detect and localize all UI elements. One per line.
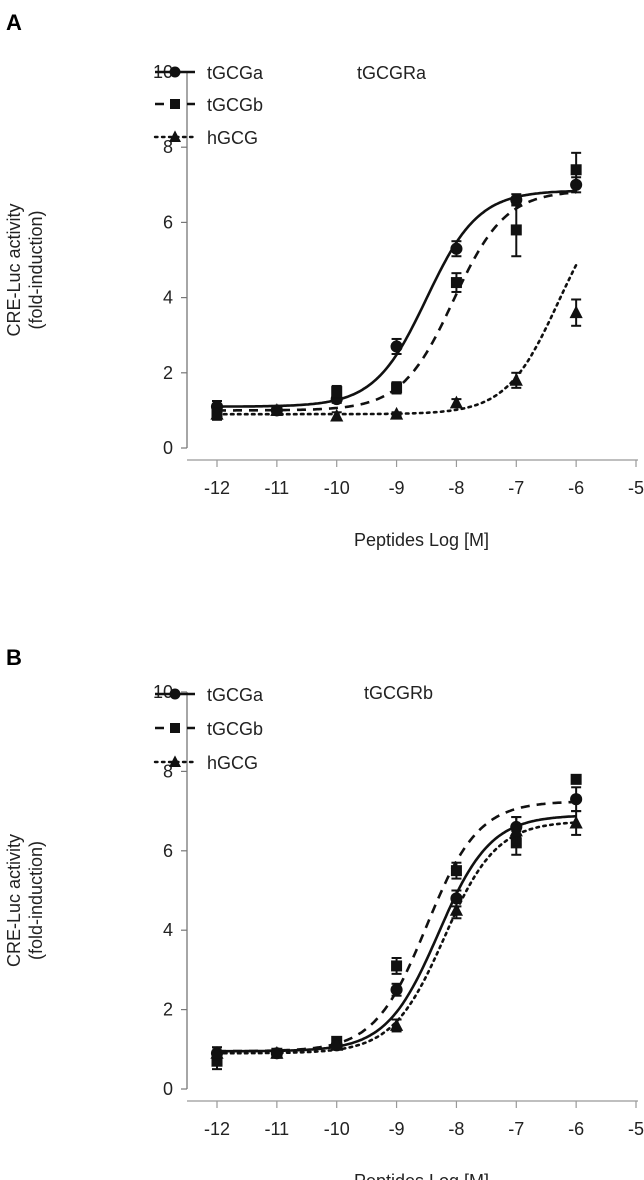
legend-label-hGCG: hGCG: [207, 128, 258, 148]
data-point: [449, 903, 464, 916]
chart-title: tGCGRa: [357, 63, 427, 83]
y-tick-label: 0: [163, 1079, 173, 1099]
panel-letter: A: [6, 10, 22, 35]
data-point: [211, 1055, 223, 1067]
legend-marker-hGCG: [169, 130, 181, 142]
x-tick-label: -5: [628, 478, 644, 498]
x-tick-label: -10: [324, 1119, 350, 1139]
data-point: [570, 793, 583, 806]
x-tick-label: -12: [204, 1119, 230, 1139]
data-point: [450, 277, 462, 289]
legend-marker-tGCGb: [170, 99, 180, 109]
data-point: [331, 386, 343, 398]
y-axis-label-line2: (fold-induction): [26, 210, 46, 329]
x-tick-label: -6: [568, 478, 584, 498]
x-tick-label: -7: [508, 478, 524, 498]
y-axis-label-line1: CRE-Luc activity: [4, 203, 24, 336]
series-tGCGb: [211, 151, 582, 421]
series-hGCG: [210, 810, 583, 1061]
legend-label-tGCGa: tGCGa: [207, 63, 264, 83]
x-tick-label: -5: [628, 1119, 644, 1139]
data-point: [570, 773, 582, 785]
y-tick-label: 4: [163, 288, 173, 308]
y-tick-label: 2: [163, 1000, 173, 1020]
y-tick-label: 10: [153, 682, 173, 702]
y-axis-label-line1: CRE-Luc activity: [4, 834, 24, 967]
x-axis-label: Peptides Log [M]: [354, 1171, 489, 1180]
y-tick-label: 8: [163, 761, 173, 781]
series-hGCG: [210, 263, 583, 422]
data-point: [330, 408, 344, 422]
data-point: [509, 823, 523, 837]
x-tick-label: -6: [568, 1119, 584, 1139]
y-axis-label-line2: (fold-induction): [26, 841, 46, 960]
data-point: [270, 1046, 284, 1059]
legend-label-hGCG: hGCG: [207, 753, 258, 773]
data-point: [510, 224, 522, 236]
y-tick-label: 0: [163, 438, 173, 458]
data-point: [450, 865, 462, 877]
legend-marker-hGCG: [169, 755, 181, 767]
fit-curve-tGCGa: [217, 189, 577, 408]
x-tick-label: -8: [448, 1119, 464, 1139]
x-tick-label: -10: [324, 478, 350, 498]
legend-marker-tGCGa: [169, 66, 181, 78]
data-point: [210, 406, 224, 420]
data-point: [570, 164, 582, 176]
data-point: [270, 403, 284, 416]
fit-curve-tGCGb: [217, 191, 577, 412]
y-tick-label: 2: [163, 363, 173, 383]
legend-marker-tGCGb: [170, 723, 180, 733]
legend-marker-tGCGa: [169, 688, 181, 700]
x-tick-label: -9: [389, 1119, 405, 1139]
data-point: [569, 305, 583, 319]
data-point: [389, 1018, 404, 1031]
data-point: [390, 340, 403, 353]
data-point: [210, 1046, 224, 1059]
legend-label-tGCGa: tGCGa: [207, 685, 264, 705]
chart-title: tGCGRb: [364, 683, 433, 703]
data-point: [330, 1038, 344, 1051]
data-point: [390, 983, 403, 996]
legend-label-tGCGb: tGCGb: [207, 95, 263, 115]
y-tick-label: 6: [163, 212, 173, 232]
x-axis-label: Peptides Log [M]: [354, 530, 489, 550]
legend-label-tGCGb: tGCGb: [207, 719, 263, 739]
data-point: [391, 382, 403, 394]
series-tGCGa: [210, 176, 583, 417]
x-tick-label: -8: [448, 478, 464, 498]
data-point: [389, 406, 404, 420]
y-tick-label: 8: [163, 137, 173, 157]
fit-curve-tGCGa: [217, 814, 577, 1053]
data-point: [450, 242, 463, 255]
x-tick-label: -7: [508, 1119, 524, 1139]
panel-letter: B: [6, 645, 22, 670]
data-point: [449, 395, 464, 409]
x-tick-label: -9: [389, 478, 405, 498]
y-tick-label: 4: [163, 920, 173, 940]
data-point: [391, 960, 403, 972]
data-point: [509, 373, 523, 386]
panel-b: B 0 2 4 6 8 10 -12 -11 -10 -9 -8 -7 -6 -5 Peptides Log …: [4, 645, 644, 1180]
y-tick-label: 6: [163, 841, 173, 861]
data-point: [569, 815, 583, 829]
x-tick-label: -11: [265, 478, 290, 498]
x-tick-label: -12: [204, 478, 230, 498]
x-tick-label: -11: [265, 1119, 290, 1139]
